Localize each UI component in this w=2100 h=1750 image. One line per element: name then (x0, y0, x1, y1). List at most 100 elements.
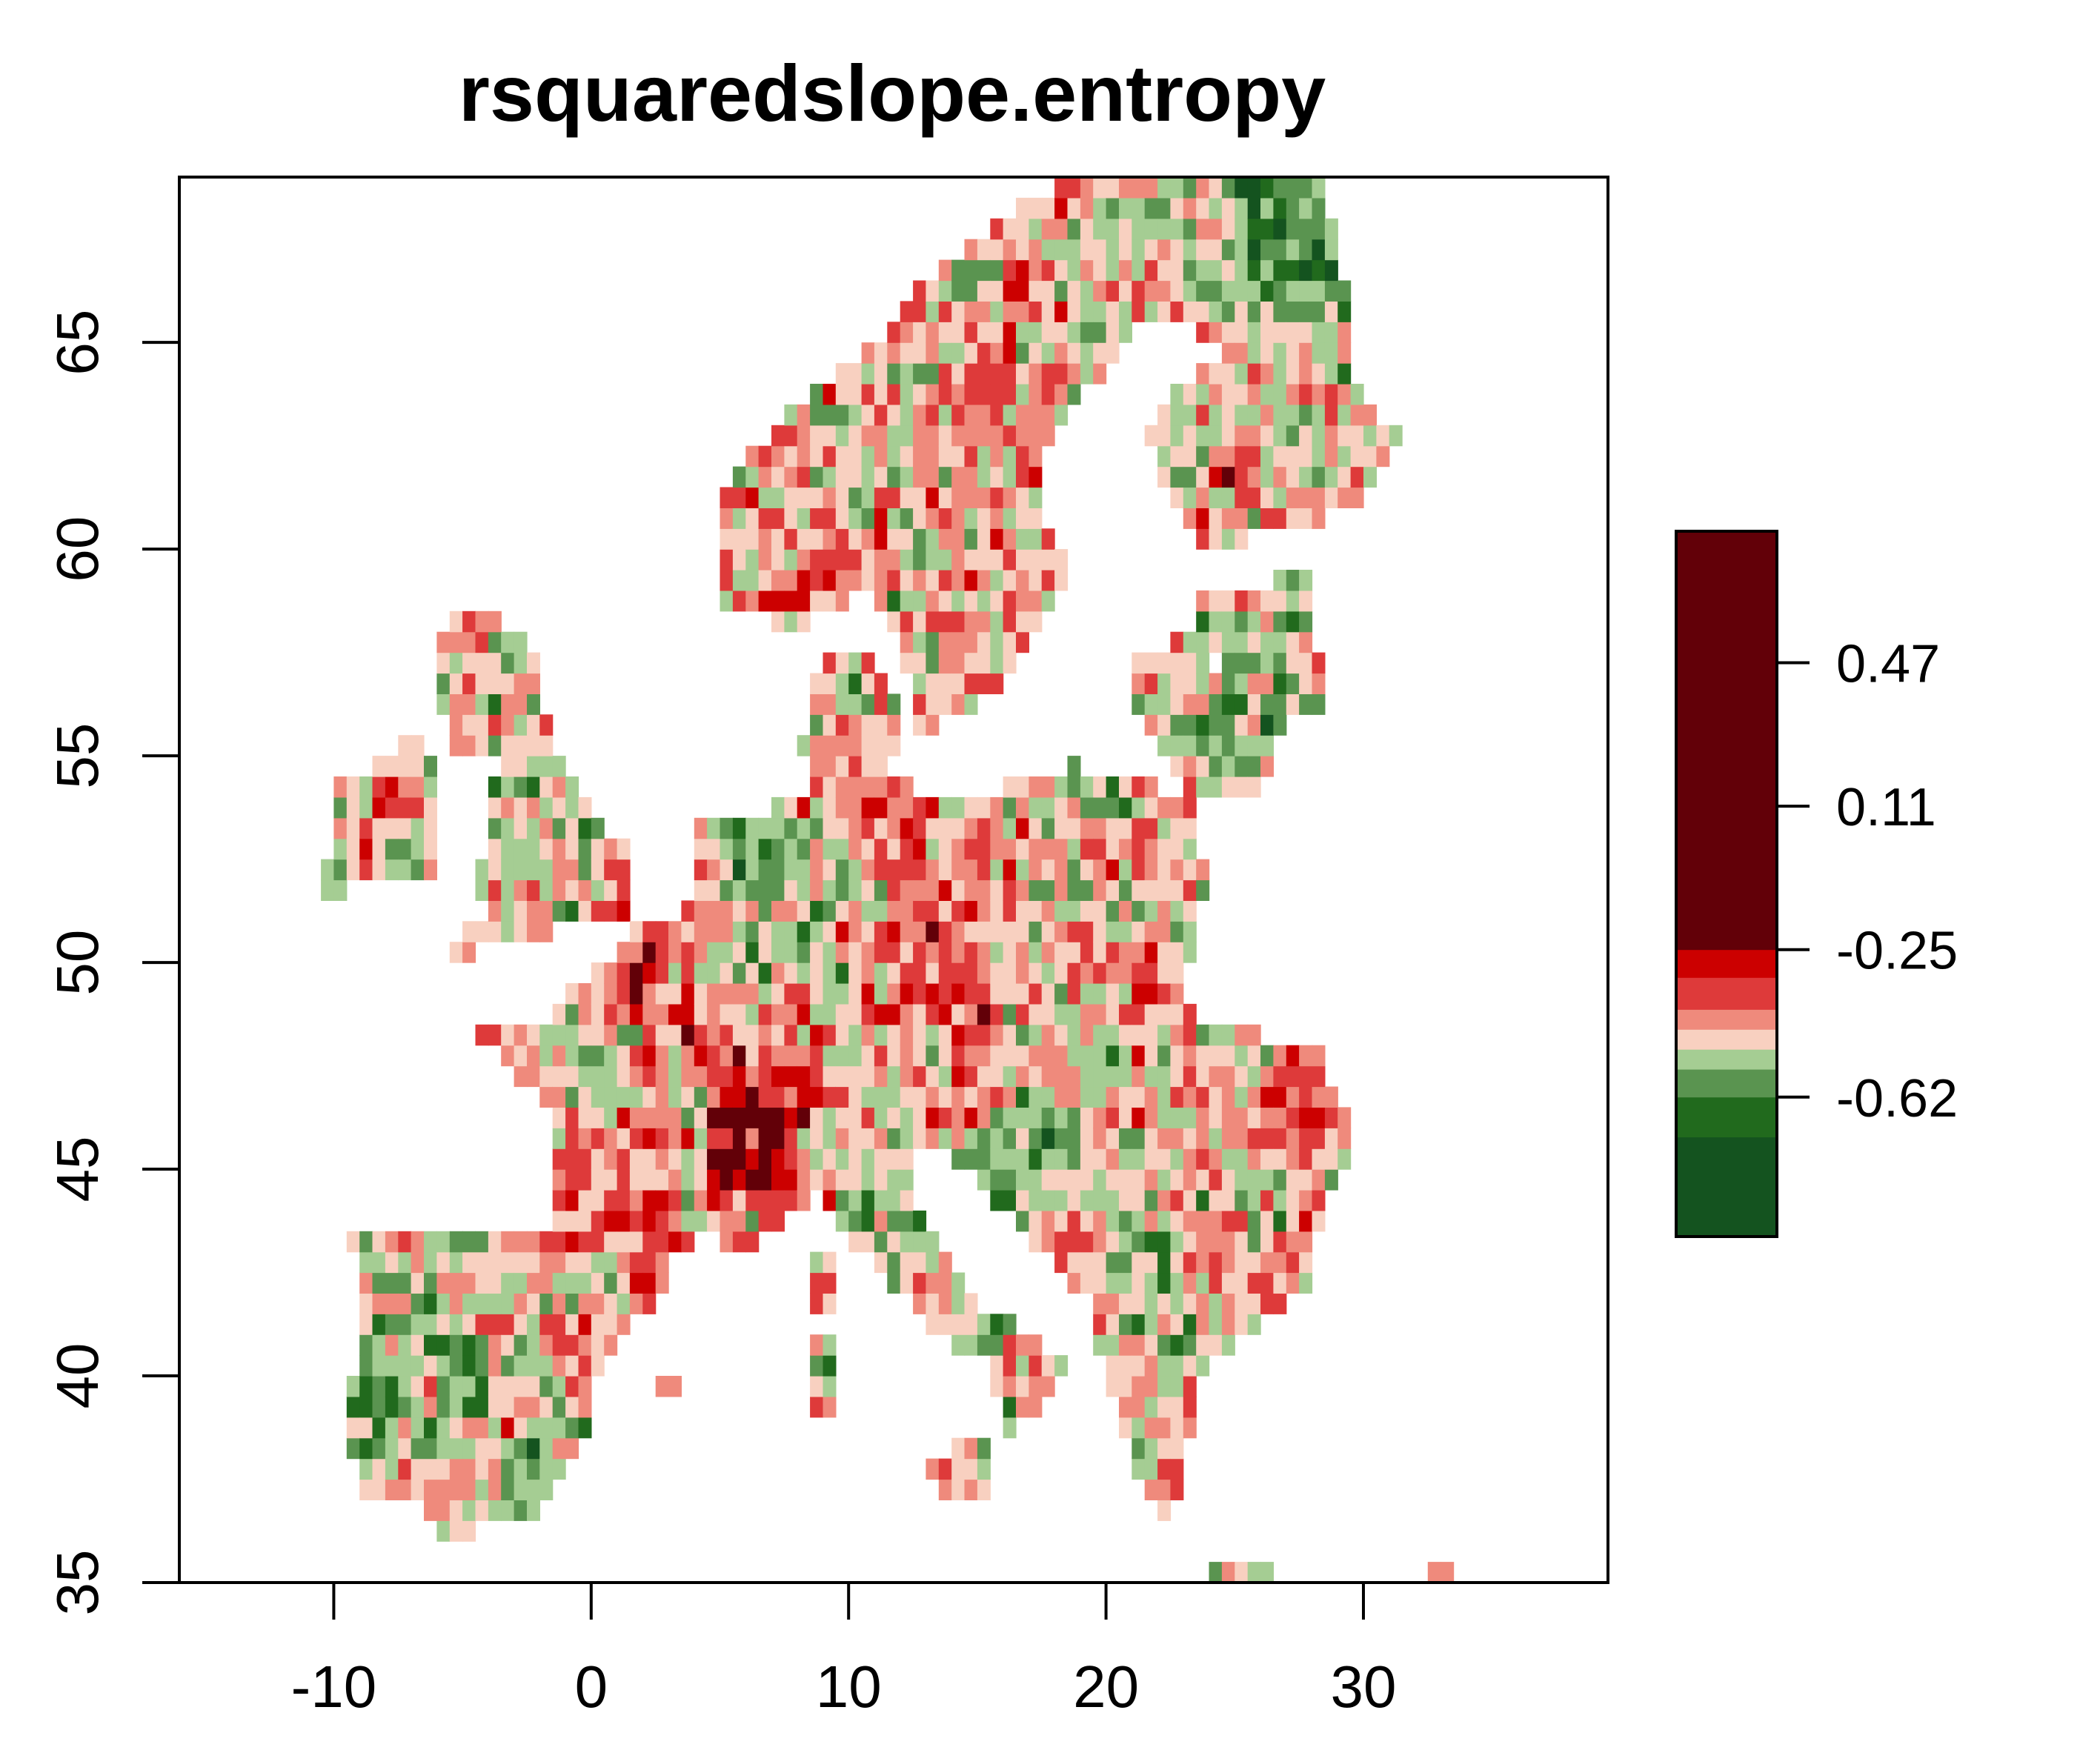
raster-cell (977, 1024, 991, 1046)
raster-cell (449, 1479, 463, 1500)
raster-cell (552, 1272, 566, 1294)
x-tick-label: -10 (291, 1654, 377, 1720)
raster-cell (1054, 259, 1069, 282)
raster-cell (1003, 1128, 1017, 1149)
raster-cell (926, 796, 940, 819)
raster-cell (1106, 1293, 1120, 1314)
raster-cell (1183, 673, 1197, 694)
raster-cell (720, 1210, 734, 1232)
raster-cell (1286, 177, 1300, 199)
raster-cell (874, 1065, 888, 1088)
raster-cell (1029, 1148, 1043, 1170)
raster-cell (938, 404, 952, 426)
raster-cell (1041, 1045, 1055, 1067)
raster-cell (1273, 1251, 1287, 1274)
raster-cell (488, 1272, 502, 1294)
raster-cell (707, 1210, 721, 1232)
raster-cell (1183, 838, 1197, 860)
raster-cell (874, 487, 888, 508)
raster-cell (1029, 900, 1043, 922)
raster-cell (565, 983, 579, 1005)
raster-cell (1170, 301, 1184, 322)
raster-cell (1029, 1024, 1043, 1046)
raster-cell (1170, 197, 1184, 219)
raster-cell (1016, 631, 1029, 653)
raster-cell (1157, 259, 1172, 282)
raster-cell (874, 549, 888, 570)
raster-cell (1054, 384, 1069, 405)
raster-cell (823, 384, 837, 405)
raster-cell (1260, 1231, 1274, 1253)
raster-cell (823, 1272, 837, 1294)
raster-cell (1221, 1128, 1235, 1149)
raster-cell (1067, 921, 1081, 942)
raster-cell (1209, 487, 1223, 508)
raster-cell (771, 1128, 785, 1149)
raster-cell (1106, 900, 1120, 922)
raster-cell (1106, 1355, 1120, 1377)
raster-cell (1093, 962, 1107, 984)
raster-cell (758, 528, 772, 550)
raster-cell (1132, 962, 1146, 984)
raster-cell (1144, 1293, 1158, 1314)
raster-cell (1157, 1437, 1172, 1460)
raster-cell (668, 1148, 682, 1170)
raster-cell (1157, 983, 1172, 1005)
raster-cell (1299, 652, 1313, 674)
raster-cell (1209, 1293, 1223, 1314)
raster-cell (784, 1065, 798, 1088)
raster-cell (732, 879, 746, 901)
raster-cell (346, 859, 360, 881)
raster-cell (1286, 239, 1300, 261)
raster-cell (1247, 466, 1261, 488)
raster-cell (1029, 508, 1043, 529)
raster-cell (1221, 1045, 1235, 1067)
raster-cell (385, 796, 399, 819)
raster-cell (810, 1169, 824, 1191)
raster-cell (462, 1314, 476, 1335)
raster-cell (668, 1065, 682, 1088)
raster-cell (977, 796, 991, 819)
raster-cell (771, 921, 785, 942)
raster-cell (398, 1293, 412, 1314)
raster-cell (1041, 983, 1055, 1005)
raster-cell (732, 817, 746, 839)
raster-cell (527, 1251, 540, 1274)
raster-cell (1067, 838, 1081, 860)
raster-cell (462, 652, 476, 674)
raster-cell (900, 921, 914, 942)
raster-cell (926, 942, 940, 963)
raster-cell (1054, 838, 1069, 860)
raster-cell (964, 466, 978, 488)
raster-cell (1196, 1107, 1210, 1128)
raster-cell (359, 796, 373, 819)
raster-cell (1170, 384, 1184, 405)
raster-cell (964, 1458, 978, 1480)
raster-cell (1054, 1251, 1069, 1274)
raster-cell (1144, 1210, 1158, 1232)
raster-cell (990, 859, 1004, 881)
raster-cell (1132, 1272, 1146, 1294)
raster-cell (887, 962, 901, 984)
raster-cell (1196, 466, 1210, 488)
raster-cell (578, 838, 592, 860)
raster-cell (784, 1148, 798, 1170)
raster-cell (591, 1314, 605, 1335)
raster-cell (1067, 1024, 1081, 1046)
raster-cell (617, 1210, 631, 1232)
raster-cell (990, 1086, 1004, 1108)
raster-cell (887, 1024, 901, 1046)
raster-cell (951, 879, 966, 901)
raster-cell (501, 817, 515, 839)
raster-cell (926, 817, 940, 839)
raster-cell (1067, 1231, 1081, 1253)
legend-color-band (1676, 1097, 1777, 1138)
raster-cell (1170, 1376, 1184, 1397)
raster-cell (462, 1376, 476, 1397)
raster-cell (385, 1251, 399, 1274)
raster-cell (900, 1169, 914, 1191)
raster-cell (771, 445, 785, 468)
raster-cell (1080, 838, 1094, 860)
raster-cell (913, 342, 927, 364)
raster-cell (926, 549, 940, 570)
